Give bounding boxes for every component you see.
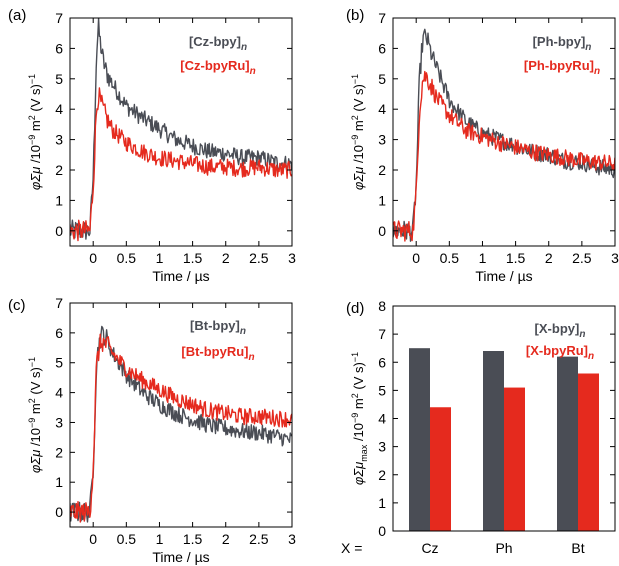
x-tick-label: 1 [479, 250, 487, 266]
legend-entry: [Cz-bpy]n [189, 34, 247, 53]
panel-label: (c) [8, 297, 26, 314]
x-tick-label: 3 [288, 531, 296, 547]
x-tick-label: 2.5 [249, 531, 269, 547]
y-tick-label: 5 [55, 71, 63, 87]
x-tick-label: 1.5 [183, 250, 203, 266]
y-tick-label: 0 [55, 223, 63, 239]
y-tick-label: 5 [55, 355, 63, 371]
y-tick-label: 3 [378, 132, 386, 148]
x-tick-label: 2.5 [572, 250, 592, 266]
y-tick-label: 6 [55, 40, 63, 56]
chart-panel-a: (a) 0 0.5 1 1.5 2 2.5 3 0 1 2 3 4 5 6 7 Time / µs φΣμ /10… [8, 7, 296, 284]
legend-entry: [Ph-bpy]n [533, 34, 592, 53]
y-tick-label: 1 [378, 192, 386, 208]
panel-label: (a) [8, 7, 26, 24]
y-tick-label: 3 [55, 414, 63, 430]
x-tick-label: 2.5 [249, 250, 269, 266]
x-tick-label: 3 [288, 250, 296, 266]
plot-frame [69, 302, 293, 528]
x-category-label: Ph [495, 540, 512, 556]
x-axis-label: Time / µs [475, 268, 532, 284]
y-tick-label: 1 [55, 474, 63, 490]
y-tick-label: 7 [55, 295, 63, 311]
series-line-ru [393, 70, 615, 242]
y-tick-label: 0 [378, 523, 386, 539]
chart-panel-c: (c) 0 0.5 1 1.5 2 2.5 3 0 1 2 3 4 5 6 7 Time / µs φΣμ /10… [8, 295, 296, 565]
legend-entry: [Ph-bpyRu]n [524, 58, 600, 77]
bar-cz-bpy [409, 348, 430, 531]
x-tick-label: 0 [89, 250, 97, 266]
y-tick-label: 7 [378, 326, 386, 342]
y-tick-label: 4 [378, 101, 386, 117]
y-tick-label: 6 [378, 354, 386, 370]
x-axis-label: Time / µs [152, 268, 209, 284]
x-tick-label: 2 [222, 531, 230, 547]
x-tick-label: 1 [156, 531, 164, 547]
y-axis-label: φΣμ /10−9 m2 (V s)−1 [27, 357, 43, 473]
x-tick-label: 1 [156, 250, 164, 266]
panel-label: (b) [346, 7, 364, 24]
legend-entry: [Cz-bpyRu]n [180, 58, 255, 77]
y-tick-label: 6 [55, 325, 63, 341]
y-tick-label: 5 [378, 382, 386, 398]
y-tick-label: 1 [378, 495, 386, 511]
y-tick-label: 2 [55, 162, 63, 178]
x-prefix-label: X = [341, 540, 362, 556]
y-tick-label: 5 [378, 71, 386, 87]
x-tick-label: 0.5 [117, 250, 137, 266]
x-axis-label: Time / µs [152, 549, 209, 565]
y-tick-label: 8 [378, 298, 386, 314]
plot-frame [392, 17, 616, 247]
chart-panel-b: (b) 0 0.5 1 1.5 2 2.5 3 0 1 2 3 4 5 6 7 Time / µs φΣμ /10… [346, 7, 619, 284]
y-axis-label: φΣμ /10−9 m2 (V s)−1 [350, 74, 366, 190]
plot-frame [69, 17, 293, 247]
legend-entry: [Bt-bpyRu]n [181, 344, 254, 363]
bar-bt-bpyru [578, 373, 599, 531]
series-line-neutral [70, 18, 292, 240]
y-tick-label: 4 [55, 385, 63, 401]
x-category-label: Cz [421, 540, 438, 556]
y-axis-label: φΣμmax /10−9 m2 (V s)−1 [350, 352, 369, 485]
bar-bt-bpy [557, 356, 578, 531]
y-tick-label: 3 [55, 132, 63, 148]
x-category-label: Bt [571, 540, 584, 556]
y-tick-label: 2 [55, 444, 63, 460]
y-tick-label: 6 [378, 40, 386, 56]
chart-panel-d: (d) Cz Ph Bt 0 1 2 3 4 5 6 7 8 X = φΣμmax /10−9 m2 (V … [341, 298, 616, 556]
y-tick-label: 7 [378, 10, 386, 26]
bar-ph-bpyru [504, 387, 525, 531]
y-tick-label: 2 [378, 162, 386, 178]
y-tick-label: 0 [55, 504, 63, 520]
y-tick-label: 3 [378, 439, 386, 455]
legend-entry: [Bt-bpy]n [190, 318, 246, 337]
y-tick-label: 4 [55, 101, 63, 117]
y-tick-label: 2 [378, 467, 386, 483]
x-tick-label: 3 [611, 250, 619, 266]
x-tick-label: 0 [89, 531, 97, 547]
y-axis-label: φΣμ /10−9 m2 (V s)−1 [27, 74, 43, 190]
series-line-ru [70, 87, 292, 242]
y-tick-label: 0 [378, 223, 386, 239]
series-line-neutral [70, 325, 292, 523]
series-line-ru [70, 333, 292, 523]
y-tick-label: 1 [55, 192, 63, 208]
panel-label: (d) [346, 300, 364, 317]
bar-ph-bpy [483, 351, 504, 531]
x-tick-label: 0.5 [117, 531, 137, 547]
x-tick-label: 0 [412, 250, 420, 266]
x-tick-label: 1.5 [183, 531, 203, 547]
x-tick-label: 2 [222, 250, 230, 266]
legend-entry: [X-bpy]n [535, 321, 586, 340]
x-tick-label: 2 [545, 250, 553, 266]
x-tick-label: 0.5 [440, 250, 460, 266]
bar-cz-bpyru [430, 407, 451, 531]
legend-entry: [X-bpyRu]n [526, 343, 594, 362]
x-tick-label: 1.5 [506, 250, 526, 266]
y-tick-label: 7 [55, 10, 63, 26]
y-tick-label: 4 [378, 411, 386, 427]
